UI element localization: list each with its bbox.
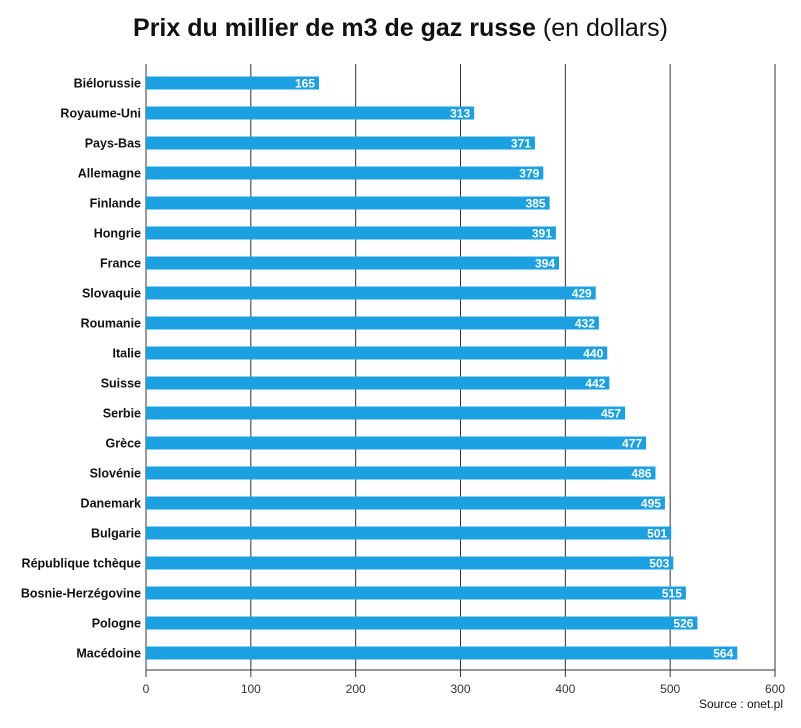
- value-label: 429: [572, 287, 592, 301]
- category-label: Slovaquie: [82, 287, 141, 301]
- category-label: Italie: [113, 347, 142, 361]
- x-tick-label: 0: [143, 682, 150, 696]
- value-label: 501: [647, 527, 667, 541]
- category-label: Pologne: [92, 617, 141, 631]
- bar: [146, 586, 686, 600]
- value-label: 385: [526, 197, 546, 211]
- category-label: Biélorussie: [74, 77, 141, 91]
- value-label: 495: [641, 497, 661, 511]
- chart-title: Prix du millier de m3 de gaz russe (en d…: [0, 14, 801, 43]
- value-label: 432: [575, 317, 595, 331]
- value-label: 442: [585, 377, 605, 391]
- value-label: 457: [601, 407, 621, 421]
- value-label: 440: [583, 347, 603, 361]
- value-label: 486: [631, 467, 651, 481]
- bar: [146, 436, 647, 450]
- bar: [146, 316, 599, 330]
- bar: [146, 616, 698, 630]
- category-label: France: [100, 257, 141, 271]
- bar: [146, 76, 319, 90]
- bar: [146, 406, 626, 420]
- bar: [146, 646, 738, 660]
- category-label: Macédoine: [76, 647, 141, 661]
- x-tick-label: 300: [450, 682, 470, 696]
- category-label: Danemark: [81, 497, 141, 511]
- bar: [146, 256, 560, 270]
- x-tick-label: 600: [765, 682, 785, 696]
- category-label: Bosnie-Herzégovine: [21, 587, 141, 601]
- source-note: Source : onet.pl: [698, 697, 783, 711]
- x-tick-label: 500: [660, 682, 680, 696]
- category-label: Bulgarie: [91, 527, 141, 541]
- value-label: 564: [713, 647, 733, 661]
- category-label: Finlande: [90, 197, 141, 211]
- category-label: République tchèque: [22, 557, 142, 571]
- category-label: Allemagne: [78, 167, 141, 181]
- bar: [146, 376, 610, 390]
- x-tick-label: 400: [555, 682, 575, 696]
- category-label: Grèce: [106, 437, 141, 451]
- category-label: Slovénie: [90, 467, 141, 481]
- category-label: Serbie: [103, 407, 141, 421]
- value-label: 379: [519, 167, 539, 181]
- x-tick-label: 100: [241, 682, 261, 696]
- chart-title-unit: (en dollars): [542, 14, 668, 42]
- value-label: 503: [649, 557, 669, 571]
- x-tick-label: 200: [346, 682, 366, 696]
- bar: [146, 346, 608, 360]
- value-label: 515: [662, 587, 682, 601]
- category-label: Suisse: [101, 377, 141, 391]
- value-label: 371: [511, 137, 531, 151]
- value-label: 165: [295, 77, 315, 91]
- bar: [146, 286, 596, 300]
- category-label: Hongrie: [94, 227, 141, 241]
- category-label: Roumanie: [81, 317, 141, 331]
- value-label: 313: [450, 107, 470, 121]
- bar: [146, 136, 535, 150]
- bar: [146, 556, 674, 570]
- chart-title-main: Prix du millier de m3 de gaz russe: [133, 14, 536, 42]
- value-label: 391: [532, 227, 552, 241]
- value-label: 477: [622, 437, 642, 451]
- bar: [146, 226, 556, 240]
- bar: [146, 166, 544, 180]
- bar: [146, 496, 665, 510]
- category-label: Royaume-Uni: [60, 107, 141, 121]
- bar: [146, 106, 475, 120]
- category-label: Pays-Bas: [85, 137, 141, 151]
- bar: [146, 466, 656, 480]
- bar: [146, 526, 672, 540]
- bar: [146, 196, 550, 210]
- value-label: 526: [673, 617, 693, 631]
- value-label: 394: [535, 257, 555, 271]
